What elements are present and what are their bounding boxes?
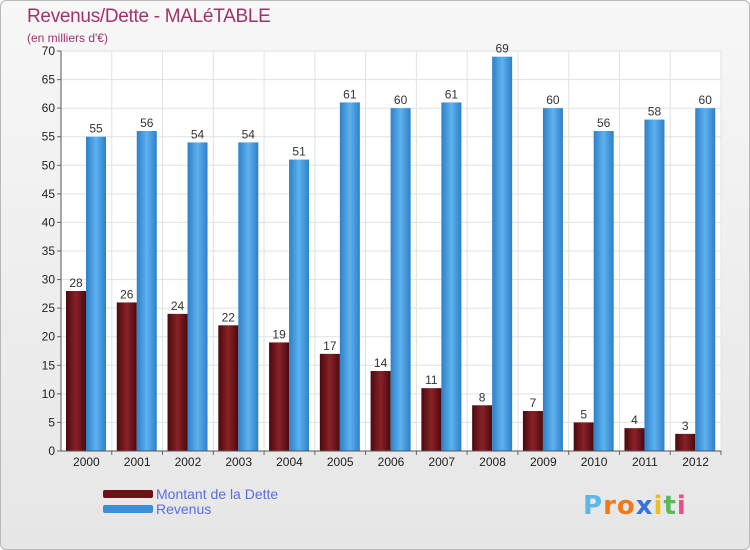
x-tick-label: 2010 (581, 455, 608, 469)
logo-letter: x (635, 491, 654, 521)
y-tick-label: 65 (42, 73, 56, 87)
debt-value-label: 17 (323, 339, 337, 353)
revenue-value-label: 54 (191, 127, 205, 141)
revenue-bar (593, 131, 614, 451)
revenue-bar (187, 142, 208, 451)
revenue-value-label: 61 (445, 87, 459, 101)
legend-swatch-revenue (103, 505, 153, 513)
y-tick-label: 50 (42, 158, 56, 172)
logo-letter: t (663, 491, 677, 521)
legend-swatch-debt (103, 490, 153, 498)
x-tick-label: 2003 (225, 455, 252, 469)
revenue-bar (390, 108, 411, 452)
debt-bar (573, 422, 594, 451)
debt-value-label: 8 (479, 390, 486, 404)
x-tick-label: 2002 (175, 455, 202, 469)
revenue-bar (695, 108, 716, 452)
x-tick-label: 2005 (327, 455, 354, 469)
revenue-value-label: 61 (343, 87, 357, 101)
y-tick-label: 10 (42, 387, 56, 401)
x-tick-label: 2001 (124, 455, 151, 469)
revenue-bar (644, 119, 665, 452)
debt-bar (116, 302, 137, 451)
revenue-value-label: 56 (140, 116, 154, 130)
debt-bar (167, 313, 188, 451)
y-tick-label: 35 (42, 244, 56, 258)
logo-letter: i (676, 491, 687, 521)
proxiti-logo: Proxiti (583, 491, 687, 521)
chart-title: Revenus/Dette - MALéTABLE (27, 6, 271, 27)
revenue-bar (136, 131, 157, 451)
legend-label-revenue: Revenus (156, 501, 212, 517)
y-tick-label: 70 (42, 44, 56, 58)
logo-letter: r (603, 491, 617, 521)
revenue-bar (339, 102, 360, 451)
logo-letter: P (583, 491, 604, 521)
revenue-bar (542, 108, 563, 452)
debt-bar (675, 433, 696, 451)
logo-letter: i (653, 491, 664, 521)
debt-value-label: 11 (425, 373, 438, 387)
debt-value-label: 28 (69, 276, 83, 290)
debt-value-label: 22 (222, 310, 236, 324)
x-tick-label: 2000 (73, 455, 100, 469)
revenue-bar (492, 56, 513, 451)
debt-value-label: 26 (120, 287, 134, 301)
revenue-bar (86, 136, 106, 451)
x-tick-label: 2012 (682, 455, 709, 469)
revenue-value-label: 58 (648, 105, 662, 119)
revenue-value-label: 60 (699, 93, 713, 107)
x-tick-label: 2011 (632, 455, 658, 469)
x-tick-label: 2006 (378, 455, 405, 469)
debt-value-label: 7 (530, 396, 537, 410)
debt-value-label: 4 (631, 413, 638, 427)
y-tick-label: 0 (48, 444, 55, 458)
revenue-value-label: 55 (89, 122, 103, 136)
x-tick-label: 2008 (479, 455, 506, 469)
revenue-bar (441, 102, 462, 451)
debt-bar (66, 291, 86, 451)
x-tick-label: 2009 (530, 455, 557, 469)
debt-bar (370, 371, 391, 451)
debt-bar (319, 353, 340, 451)
y-tick-label: 60 (42, 101, 56, 115)
x-tick-label: 2004 (276, 455, 303, 469)
debt-bar (624, 428, 645, 451)
y-tick-label: 55 (42, 130, 56, 144)
y-tick-label: 30 (42, 273, 56, 287)
debt-bar (269, 342, 290, 451)
revenue-value-label: 60 (394, 93, 408, 107)
revenue-bar (289, 159, 310, 452)
debt-bar (218, 325, 239, 451)
revenue-value-label: 54 (242, 127, 256, 141)
debt-bar (522, 411, 543, 451)
y-tick-label: 15 (42, 358, 56, 372)
debt-value-label: 5 (580, 407, 587, 421)
y-tick-label: 5 (48, 415, 55, 429)
y-tick-label: 25 (42, 301, 56, 315)
revenue-bar (238, 142, 259, 451)
y-tick-label: 20 (42, 330, 56, 344)
debt-value-label: 19 (272, 327, 286, 341)
chart-subtitle: (en milliers d'€) (27, 31, 108, 45)
debt-value-label: 14 (374, 356, 388, 370)
debt-bar (472, 405, 493, 451)
debt-value-label: 3 (682, 419, 689, 433)
revenue-value-label: 60 (546, 93, 560, 107)
revenue-value-label: 51 (292, 145, 306, 159)
revenue-value-label: 56 (597, 116, 611, 130)
legend-label-debt: Montant de la Dette (156, 486, 279, 502)
debt-bar (421, 388, 442, 451)
debt-value-label: 24 (171, 299, 185, 313)
logo-letter: o (616, 491, 636, 521)
y-tick-label: 45 (42, 187, 56, 201)
revenue-value-label: 69 (495, 42, 509, 56)
y-tick-label: 40 (42, 215, 56, 229)
x-tick-label: 2007 (428, 455, 455, 469)
